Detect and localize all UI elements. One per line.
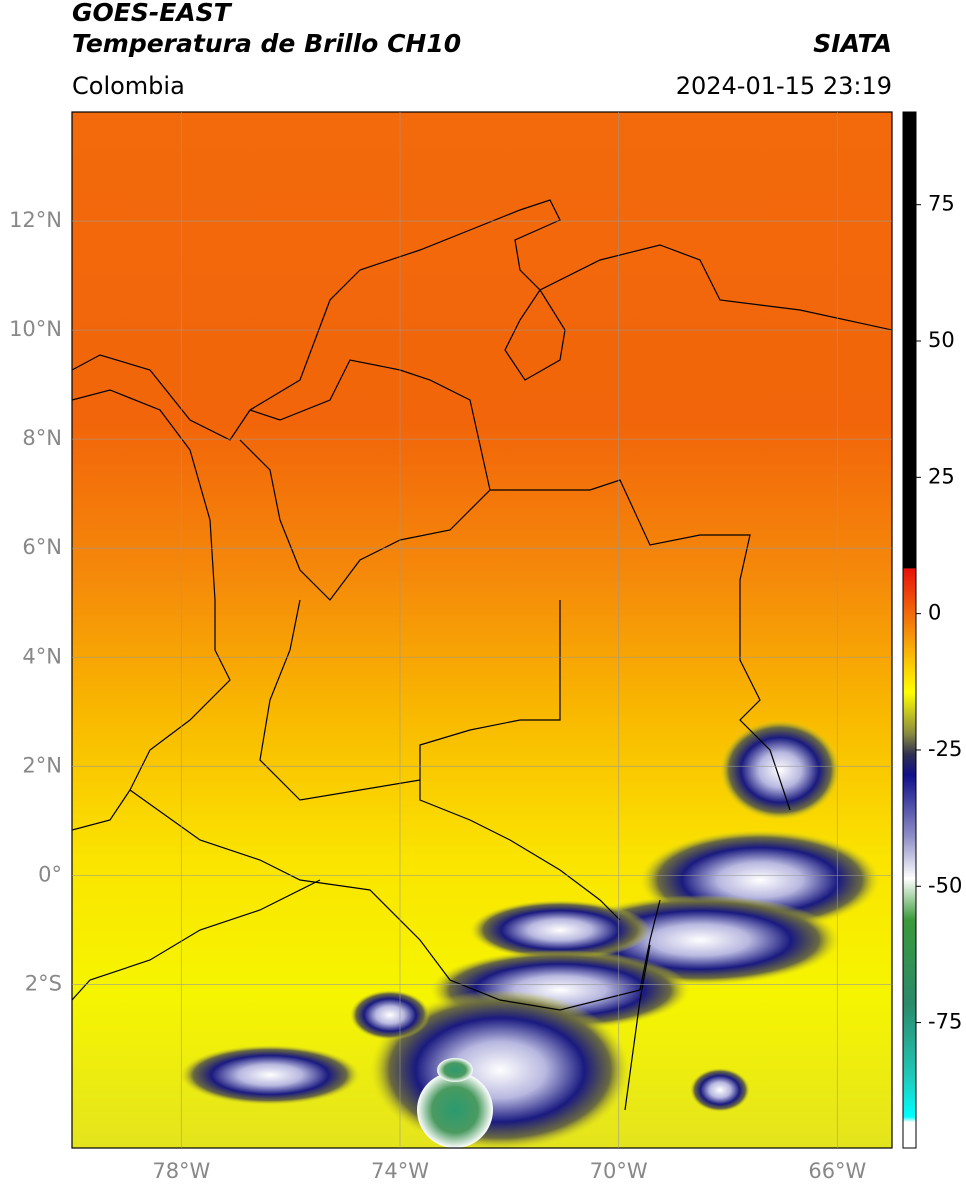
colorbar: [902, 111, 917, 1149]
lat-tick-label: 0°: [38, 862, 62, 886]
colorbar-tick-label: 50: [928, 328, 955, 352]
lat-tick-label: 10°N: [9, 317, 62, 341]
subtitle: Temperatura de Brillo CH10: [72, 29, 461, 58]
timestamp: 2024-01-15 23:19: [676, 72, 892, 100]
map-raster: [72, 112, 892, 1148]
region: Colombia: [72, 72, 185, 100]
lat-tick-label: 6°N: [22, 535, 62, 559]
lat-tick-label: 12°N: [9, 208, 62, 232]
lat-tick-label: 2°S: [25, 971, 62, 995]
colorbar-tick-label: -50: [928, 873, 962, 897]
lon-tick-label: 70°W: [590, 1159, 648, 1183]
colorbar-tick-label: -25: [928, 737, 962, 761]
map-frame: [71, 111, 893, 1149]
lat-tick-label: 4°N: [22, 644, 62, 668]
lon-tick-label: 66°W: [808, 1159, 866, 1183]
colorbar-tick-label: 25: [928, 464, 955, 488]
title: GOES-EAST: [72, 0, 233, 27]
lat-tick-label: 2°N: [22, 753, 62, 777]
lon-tick-label: 74°W: [371, 1159, 429, 1183]
colorbar-tick-label: 75: [928, 192, 955, 216]
source: SIATA: [813, 29, 892, 58]
colorbar-tick-label: -75: [928, 1010, 962, 1034]
lat-tick-label: 8°N: [22, 426, 62, 450]
colorbar-tick-label: 0: [928, 601, 941, 625]
lon-tick-label: 78°W: [152, 1159, 210, 1183]
